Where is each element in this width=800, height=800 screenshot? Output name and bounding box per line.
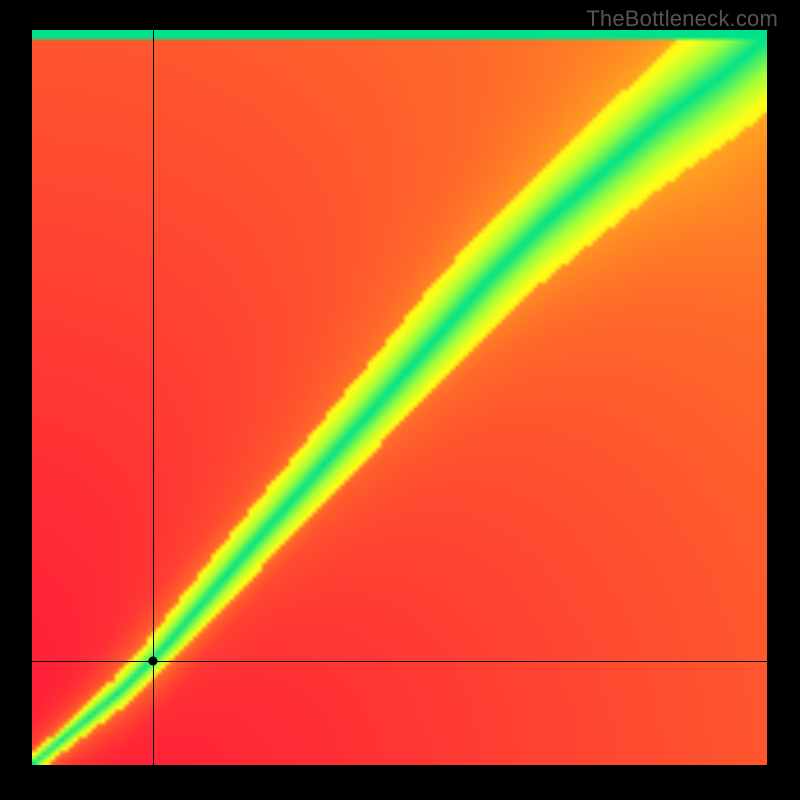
heatmap-canvas — [32, 30, 767, 765]
crosshair-horizontal — [32, 661, 767, 662]
data-point-marker — [149, 656, 158, 665]
watermark-text: TheBottleneck.com — [586, 6, 778, 32]
crosshair-vertical — [153, 30, 154, 765]
heatmap-plot — [32, 30, 767, 765]
